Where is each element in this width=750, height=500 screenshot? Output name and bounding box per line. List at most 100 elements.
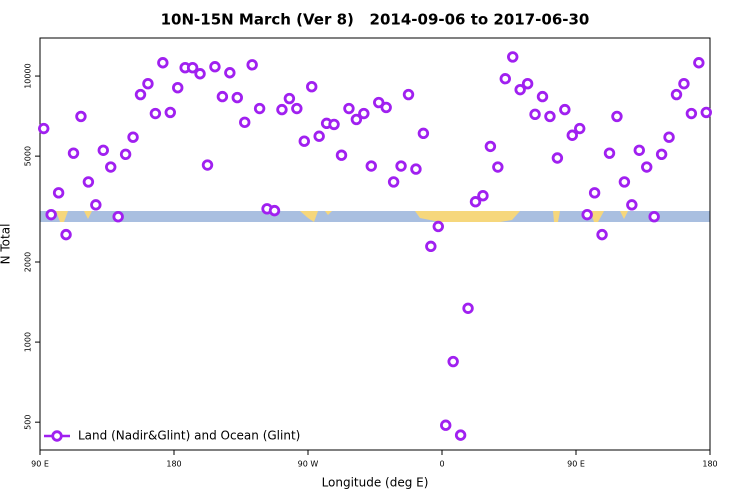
point [186,61,199,74]
point [514,83,526,96]
point [313,130,325,142]
chart-title: 10N-15N March (Ver 8) 2014-09-06 to 2017… [161,11,590,29]
point [52,187,65,199]
point [700,106,712,119]
point [90,199,102,211]
point [618,176,631,188]
legend-marker [51,430,63,442]
point [581,208,593,221]
point [521,77,534,90]
point [298,135,310,147]
point [142,77,154,90]
point [194,68,206,80]
point [693,57,705,69]
point [119,148,132,161]
point [454,429,467,441]
x-tick-label: 180 [166,460,181,469]
point [499,73,511,85]
point [626,199,638,211]
y-tick-label: 500 [24,415,33,430]
point [373,96,385,109]
point [469,196,482,208]
point [641,161,653,173]
point [440,419,452,431]
point [253,102,266,115]
point [648,211,660,223]
y-tick-label: 1000 [24,332,33,352]
point [678,77,690,90]
point [112,211,124,223]
point [663,131,675,143]
y-tick-label: 2000 [24,252,33,272]
point [603,147,616,159]
map-band [40,211,710,222]
point [492,161,504,173]
point [45,208,57,221]
x-tick-label: 90 E [31,460,49,469]
x-tick-label: 180 [702,460,717,469]
point [655,148,668,161]
point [559,103,571,116]
point [38,122,50,135]
point [239,116,251,129]
point [574,122,586,135]
legend-label: Land (Nadir&Glint) and Ocean (Glint) [78,429,300,443]
point [350,113,363,126]
y-tick-label: 10000 [24,63,33,88]
point [291,102,303,115]
point [462,302,474,314]
plot-frame [39,37,711,451]
point [216,90,229,103]
point [67,147,80,159]
point [432,220,444,233]
point [335,149,348,161]
y-axis-label: N Total [0,224,13,265]
point [447,355,459,368]
point [127,131,139,143]
point [596,228,608,241]
point [566,129,578,141]
point [536,90,549,103]
point [477,190,489,202]
point [670,88,683,101]
point [365,160,377,172]
point [328,118,340,131]
point [410,163,422,175]
point [588,187,601,199]
point [306,80,318,93]
x-axis-label: Longitude (deg E) [322,476,429,490]
point [358,107,370,120]
point [209,61,221,73]
x-tick-label: 90 E [567,460,585,469]
point [172,82,184,94]
point [82,176,95,188]
point [380,101,392,114]
point [685,107,698,120]
point [343,102,355,115]
point [611,110,623,123]
point [402,88,415,101]
point [276,103,288,116]
point [201,159,214,171]
point [231,91,243,104]
point [97,144,109,156]
point [268,204,281,217]
point [507,51,519,63]
point [425,240,437,253]
point [417,127,430,140]
point [164,106,176,119]
y-tick-label: 5000 [24,146,33,166]
x-tick-label: 0 [439,460,444,469]
point [283,92,296,105]
point [395,160,407,172]
point [157,57,169,69]
point [224,67,236,79]
x-tick-label: 90 W [298,460,319,469]
point [134,88,147,101]
point [387,176,400,188]
point [105,161,117,173]
point [633,144,645,156]
point [529,108,541,121]
point [484,140,497,153]
